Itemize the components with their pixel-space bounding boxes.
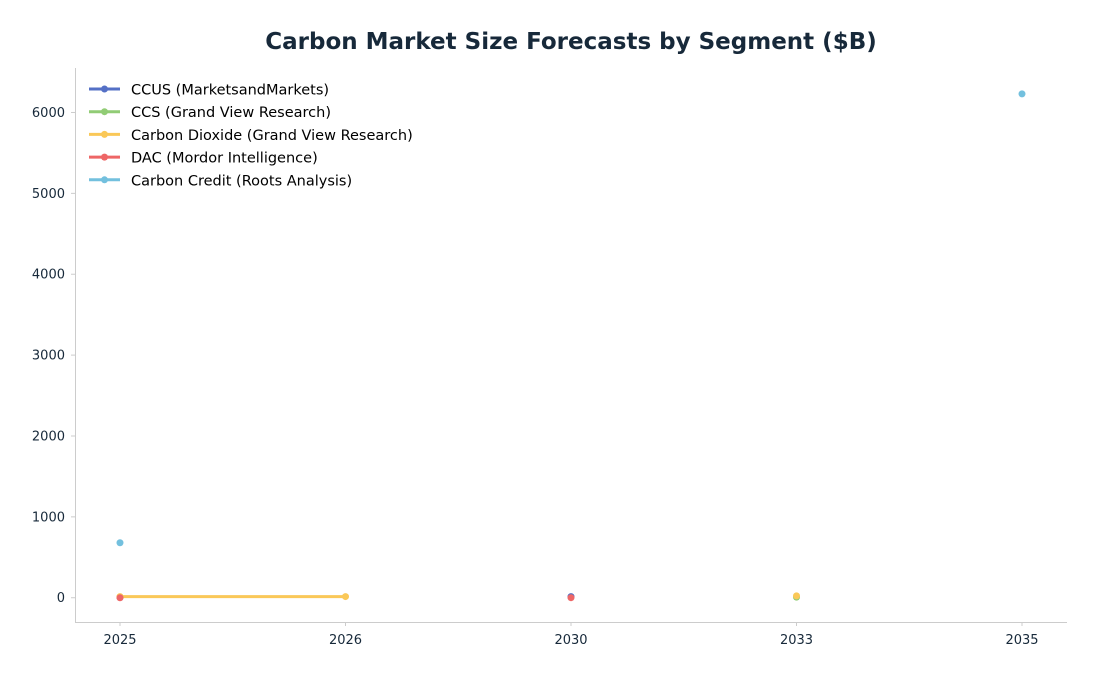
legend-item: Carbon Credit (Roots Analysis) — [89, 173, 352, 189]
chart-title: Carbon Market Size Forecasts by Segment … — [265, 29, 877, 55]
legend-swatch-marker — [101, 153, 108, 161]
y-tick-label: 3000 — [32, 349, 65, 364]
legend-item: Carbon Dioxide (Grand View Research) — [89, 128, 413, 144]
y-tick-label: 4000 — [32, 268, 65, 283]
legend-label: DAC (Mordor Intelligence) — [131, 151, 318, 167]
data-point — [116, 539, 124, 547]
legend-item: CCS (Grand View Research) — [89, 105, 331, 121]
x-tick-label: 2026 — [329, 633, 362, 648]
data-point — [116, 594, 124, 602]
legend-label: Carbon Dioxide (Grand View Research) — [131, 128, 413, 144]
legend-label: CCUS (MarketsandMarkets) — [131, 83, 329, 99]
data-point — [567, 594, 575, 602]
y-ticks: 0 1000 2000 3000 4000 5000 6000 — [32, 106, 75, 606]
legend-item: CCUS (MarketsandMarkets) — [89, 83, 329, 99]
legend-item: DAC (Mordor Intelligence) — [89, 151, 318, 167]
x-tick-label: 2033 — [780, 633, 813, 648]
series-2 — [116, 592, 800, 601]
y-tick-label: 1000 — [32, 510, 65, 525]
y-tick-label: 0 — [57, 591, 65, 606]
series-3 — [116, 594, 575, 602]
legend-label: Carbon Credit (Roots Analysis) — [131, 173, 352, 189]
data-point — [342, 593, 349, 601]
series-layer — [116, 90, 1026, 602]
legend-label: CCS (Grand View Research) — [131, 105, 331, 121]
x-tick-label: 2030 — [554, 633, 587, 648]
legend-swatch-marker — [101, 130, 108, 138]
x-tick-label: 2025 — [103, 633, 136, 648]
x-tick-label: 2035 — [1005, 633, 1038, 648]
data-point — [1018, 90, 1026, 98]
x-ticks: 2025 2026 2030 2033 2035 — [103, 622, 1039, 648]
legend-swatch-marker — [101, 85, 108, 93]
y-tick-label: 5000 — [32, 187, 65, 202]
data-point — [793, 592, 800, 600]
legend: CCUS (MarketsandMarkets) CCS (Grand View … — [89, 83, 413, 189]
y-tick-label: 6000 — [32, 106, 65, 121]
legend-swatch-marker — [101, 108, 108, 116]
legend-swatch-marker — [101, 176, 108, 184]
y-tick-label: 2000 — [32, 429, 65, 444]
series-4 — [116, 90, 1026, 547]
